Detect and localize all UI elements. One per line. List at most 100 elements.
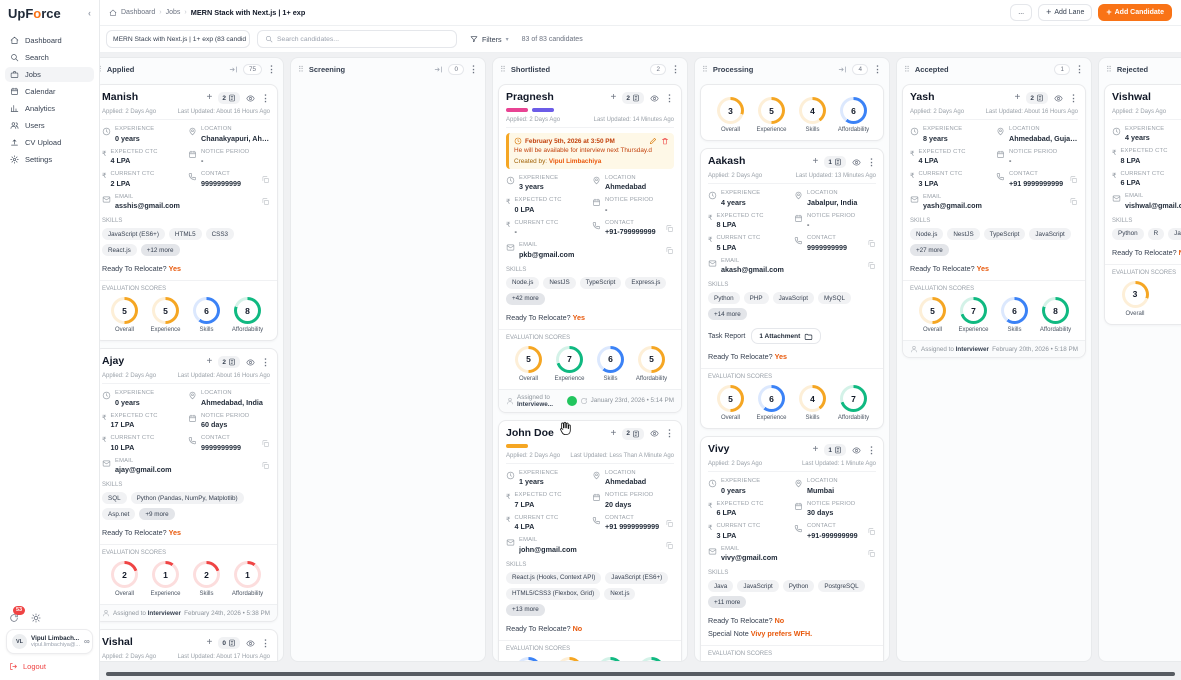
- candidate-card-vishwal[interactable]: Vishwal Applied: 2 Days Ago EXPERIENCE 4 ye…: [1104, 84, 1181, 325]
- attachment-button[interactable]: 1 Attachment: [751, 328, 822, 344]
- notes-count-button[interactable]: 0: [218, 637, 240, 649]
- drag-handle-icon[interactable]: ⠿: [100, 65, 102, 74]
- add-note-button[interactable]: +: [812, 156, 819, 167]
- view-candidate-icon[interactable]: [650, 94, 659, 103]
- drag-handle-icon[interactable]: ⠿: [702, 64, 708, 74]
- copy-icon[interactable]: [261, 175, 270, 184]
- skills-more-chip[interactable]: +27 more: [910, 244, 949, 256]
- view-candidate-icon[interactable]: [1054, 94, 1063, 103]
- copy-icon[interactable]: [867, 549, 876, 558]
- skills-more-chip[interactable]: +11 more: [708, 596, 747, 608]
- add-note-button[interactable]: +: [206, 92, 213, 103]
- skills-more-chip[interactable]: +12 more: [140, 244, 180, 256]
- candidate-card-vivy[interactable]: Vivy +1 ⋮ Applied: 2 Days Ago Last Updated: …: [700, 436, 884, 661]
- card-menu-icon[interactable]: ⋮: [261, 356, 270, 367]
- sidebar-item-settings[interactable]: Settings: [5, 152, 94, 167]
- skills-more-chip[interactable]: +9 more: [139, 508, 175, 520]
- collapse-column-icon[interactable]: [229, 65, 238, 74]
- copy-icon[interactable]: [261, 197, 270, 206]
- candidate-card-ajay[interactable]: Ajay +2 ⋮ Applied: 2 Days Ago Last Updated: …: [100, 348, 278, 622]
- view-candidate-icon[interactable]: [246, 639, 255, 648]
- copy-icon[interactable]: [1069, 197, 1078, 206]
- search-input[interactable]: [277, 35, 449, 43]
- column-menu-icon[interactable]: ⋮: [873, 63, 882, 74]
- copy-icon[interactable]: [867, 527, 876, 536]
- user-profile-chip[interactable]: VL Vipul Limbach... vipul.limbachiya@...…: [6, 629, 93, 654]
- sync-icon[interactable]: [9, 613, 19, 623]
- collapse-column-icon[interactable]: [434, 65, 443, 74]
- filters-button[interactable]: Filters ▾: [464, 35, 515, 44]
- breadcrumb-jobs[interactable]: Jobs: [165, 9, 181, 16]
- add-note-button[interactable]: +: [610, 92, 617, 103]
- breadcrumb-dashboard[interactable]: Dashboard: [121, 9, 156, 16]
- skills-more-chip[interactable]: +42 more: [506, 292, 545, 305]
- theme-sun-icon[interactable]: [31, 613, 41, 623]
- candidate-card-partial[interactable]: 3 Overall 5 Experience 4 Skills 6 Affordability: [700, 84, 884, 141]
- card-menu-icon[interactable]: ⋮: [867, 444, 876, 455]
- column-menu-icon[interactable]: ⋮: [1075, 63, 1084, 74]
- add-lane-button[interactable]: + Add Lane: [1038, 4, 1093, 21]
- skills-more-chip[interactable]: +14 more: [708, 308, 747, 320]
- copy-icon[interactable]: [665, 246, 674, 255]
- column-menu-icon[interactable]: ⋮: [671, 63, 680, 74]
- column-menu-icon[interactable]: ⋮: [267, 63, 276, 74]
- sidebar-item-calendar[interactable]: Calendar: [5, 84, 94, 99]
- view-candidate-icon[interactable]: [246, 358, 255, 367]
- candidate-card-vishal[interactable]: Vishal +0 ⋮ Applied: 2 Days Ago Last Updated…: [100, 629, 278, 661]
- add-note-button[interactable]: +: [206, 356, 213, 367]
- copy-icon[interactable]: [665, 541, 674, 550]
- sidebar-item-search[interactable]: Search: [5, 50, 94, 65]
- copy-icon[interactable]: [1069, 175, 1078, 184]
- scrollbar-thumb[interactable]: [106, 672, 1175, 676]
- notes-count-button[interactable]: 2: [218, 92, 240, 104]
- add-candidate-button[interactable]: + Add Candidate: [1098, 4, 1172, 21]
- copy-icon[interactable]: [867, 239, 876, 248]
- candidate-card-manish[interactable]: Manish +2 ⋮ Applied: 2 Days Ago Last Updated…: [100, 84, 278, 341]
- drag-handle-icon[interactable]: ⠿: [500, 64, 506, 74]
- view-candidate-icon[interactable]: [246, 94, 255, 103]
- add-note-button[interactable]: +: [812, 444, 819, 455]
- sidebar-collapse-icon[interactable]: ‹: [88, 8, 91, 18]
- sidebar-item-users[interactable]: Users: [5, 118, 94, 133]
- view-candidate-icon[interactable]: [852, 158, 861, 167]
- notes-count-button[interactable]: 2: [218, 356, 240, 368]
- sidebar-item-analytics[interactable]: Analytics: [5, 101, 94, 116]
- card-menu-icon[interactable]: ⋮: [1069, 92, 1078, 103]
- card-menu-icon[interactable]: ⋮: [261, 92, 270, 103]
- collapse-column-icon[interactable]: [838, 65, 847, 74]
- add-note-button[interactable]: +: [1014, 92, 1021, 103]
- notes-count-button[interactable]: 1: [824, 156, 846, 168]
- candidate-card-john-doe[interactable]: John Doe +2 ⋮ Applied: 2 Days Ago Last Updat…: [498, 419, 682, 661]
- skills-more-chip[interactable]: +13 more: [506, 603, 545, 616]
- sidebar-item-dashboard[interactable]: Dashboard: [5, 33, 94, 48]
- notes-count-button[interactable]: 2: [622, 427, 644, 440]
- card-menu-icon[interactable]: ⋮: [867, 156, 876, 167]
- logout-button[interactable]: Logout: [6, 660, 93, 673]
- add-note-button[interactable]: +: [610, 427, 617, 439]
- drag-handle-icon[interactable]: ⠿: [298, 64, 304, 74]
- column-menu-icon[interactable]: ⋮: [469, 63, 478, 74]
- card-menu-icon[interactable]: ⋮: [261, 637, 270, 648]
- drag-handle-icon[interactable]: ⠿: [904, 64, 910, 74]
- sidebar-item-cv-upload[interactable]: CV Upload: [5, 135, 94, 150]
- card-menu-icon[interactable]: ⋮: [665, 428, 674, 439]
- drag-handle-icon[interactable]: ⠿: [1106, 64, 1112, 74]
- candidate-card-yash[interactable]: Yash +2 ⋮ Applied: 2 Days Ago Last Updated: …: [902, 84, 1086, 358]
- notes-count-button[interactable]: 1: [824, 444, 846, 456]
- candidate-card-pragnesh[interactable]: Pragnesh +2 ⋮ Applied: 2 Days Ago Last Updat…: [498, 84, 682, 413]
- view-candidate-icon[interactable]: [650, 429, 659, 438]
- more-options-button[interactable]: ...: [1010, 4, 1033, 21]
- delete-note-icon[interactable]: [661, 137, 669, 145]
- copy-icon[interactable]: [867, 261, 876, 270]
- add-note-button[interactable]: +: [206, 637, 213, 648]
- card-menu-icon[interactable]: ⋮: [665, 92, 674, 103]
- view-candidate-icon[interactable]: [852, 446, 861, 455]
- copy-icon[interactable]: [665, 519, 674, 528]
- sidebar-item-jobs[interactable]: Jobs: [5, 67, 94, 82]
- candidate-card-aakash[interactable]: Aakash +1 ⋮ Applied: 2 Days Ago Last Updated…: [700, 148, 884, 429]
- notes-count-button[interactable]: 2: [622, 92, 644, 104]
- edit-note-icon[interactable]: [649, 137, 657, 145]
- notes-count-button[interactable]: 2: [1026, 92, 1048, 104]
- job-select-dropdown[interactable]: MERN Stack with Next.js | 1+ exp (83 can…: [106, 30, 250, 48]
- copy-icon[interactable]: [665, 224, 674, 233]
